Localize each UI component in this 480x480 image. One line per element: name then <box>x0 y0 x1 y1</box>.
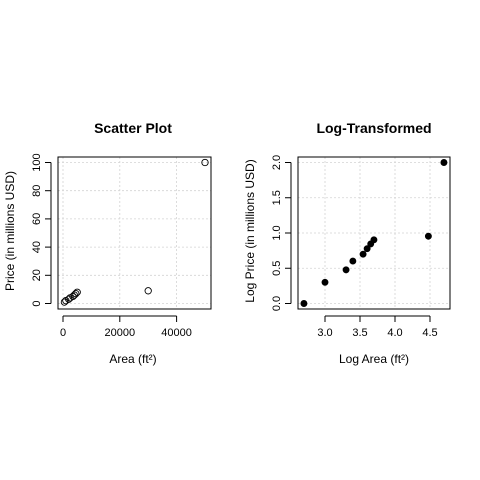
x-tick-label: 3.0 <box>317 327 332 339</box>
x-tick-label: 3.5 <box>352 327 367 339</box>
data-point <box>350 258 356 264</box>
chart-title: Scatter Plot <box>94 120 172 136</box>
y-tick-label: 40 <box>31 241 43 253</box>
y-axis-label: Price (in millions USD) <box>3 171 17 291</box>
y-tick-label: 1.5 <box>271 190 283 205</box>
data-point <box>145 288 151 294</box>
chart-title: Log-Transformed <box>316 120 431 136</box>
y-tick-label: 20 <box>31 269 43 281</box>
y-tick-label: 80 <box>31 185 43 197</box>
y-tick-label: 0.5 <box>271 261 283 276</box>
data-point <box>322 279 328 285</box>
data-point <box>425 233 431 239</box>
x-tick-label: 4.5 <box>422 327 437 339</box>
y-tick-label: 1.0 <box>271 225 283 240</box>
x-tick-label: 40000 <box>161 327 192 339</box>
x-tick-label: 4.0 <box>387 327 402 339</box>
data-point <box>360 251 366 257</box>
data-point <box>301 301 307 307</box>
plot-area-box <box>58 157 211 309</box>
x-tick-label: 0 <box>60 327 66 339</box>
log-transformed-panel: Log-Transformed 3.0 3.5 4.0 4.5 0.0 0.5 1.0 1.5… <box>243 120 450 366</box>
data-point <box>441 160 447 166</box>
y-axis-label: Log Price (in millions USD) <box>243 159 257 302</box>
data-point <box>371 237 377 243</box>
y-tick-label: 100 <box>31 153 43 171</box>
y-tick-label: 60 <box>31 213 43 225</box>
x-axis-label: Log Area (ft²) <box>339 352 409 366</box>
data-point <box>343 267 349 273</box>
x-axis-label: Area (ft²) <box>109 352 156 366</box>
y-tick-label: 0.0 <box>271 296 283 311</box>
y-tick-label: 0 <box>31 300 43 306</box>
y-tick-label: 2.0 <box>271 155 283 170</box>
x-tick-label: 20000 <box>105 327 136 339</box>
scatter-plot-panel: Scatter Plot 0 20000 40000 0 20 40 60 80 100 Are… <box>3 120 211 366</box>
